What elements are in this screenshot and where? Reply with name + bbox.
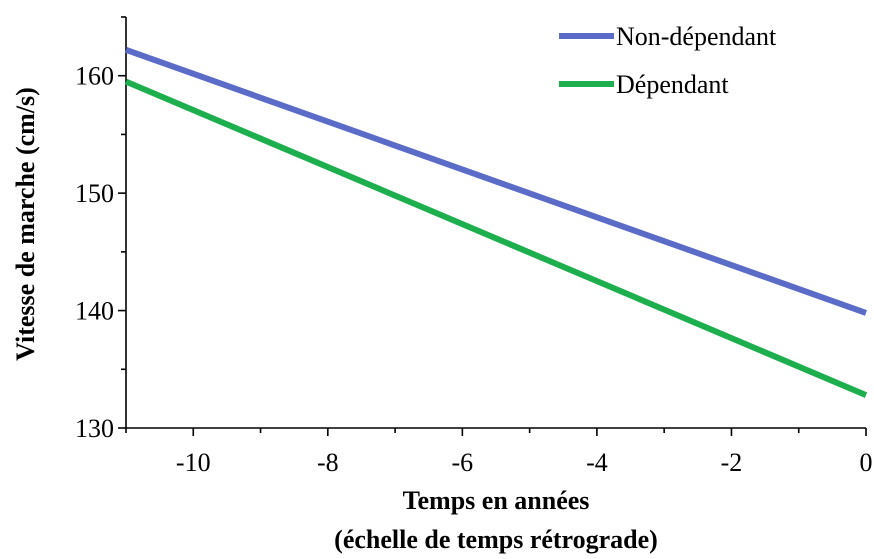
legend: Non-dépendant Dépendant: [559, 22, 777, 99]
x-tick-label: -6: [452, 448, 474, 477]
y-tick-label: 130: [75, 414, 114, 443]
y-tick-label: 150: [75, 179, 114, 208]
series-line-2: [124, 78, 868, 398]
x-tick-label: -10: [176, 448, 211, 477]
x-tick-label: -2: [721, 448, 743, 477]
series-lines: [124, 47, 868, 398]
series-line-1: [124, 47, 868, 316]
x-axis-title-line1: Temps en années: [403, 486, 590, 515]
legend-label-2: Dépendant: [616, 70, 729, 99]
axes: 130 140 150 160 -10 -8 -6 -4 -2 0: [75, 16, 873, 477]
x-axis-title-line2: (échelle de temps rétrograde): [334, 525, 658, 554]
x-tick-label: -8: [317, 448, 339, 477]
y-tick-label: 160: [75, 62, 114, 91]
x-tick-label: -4: [586, 448, 608, 477]
legend-label-1: Non-dépendant: [616, 22, 777, 51]
x-tick-label: 0: [860, 448, 873, 477]
y-tick-label: 140: [75, 297, 114, 326]
y-axis-title: Vitesse de marche (cm/s): [11, 87, 40, 361]
